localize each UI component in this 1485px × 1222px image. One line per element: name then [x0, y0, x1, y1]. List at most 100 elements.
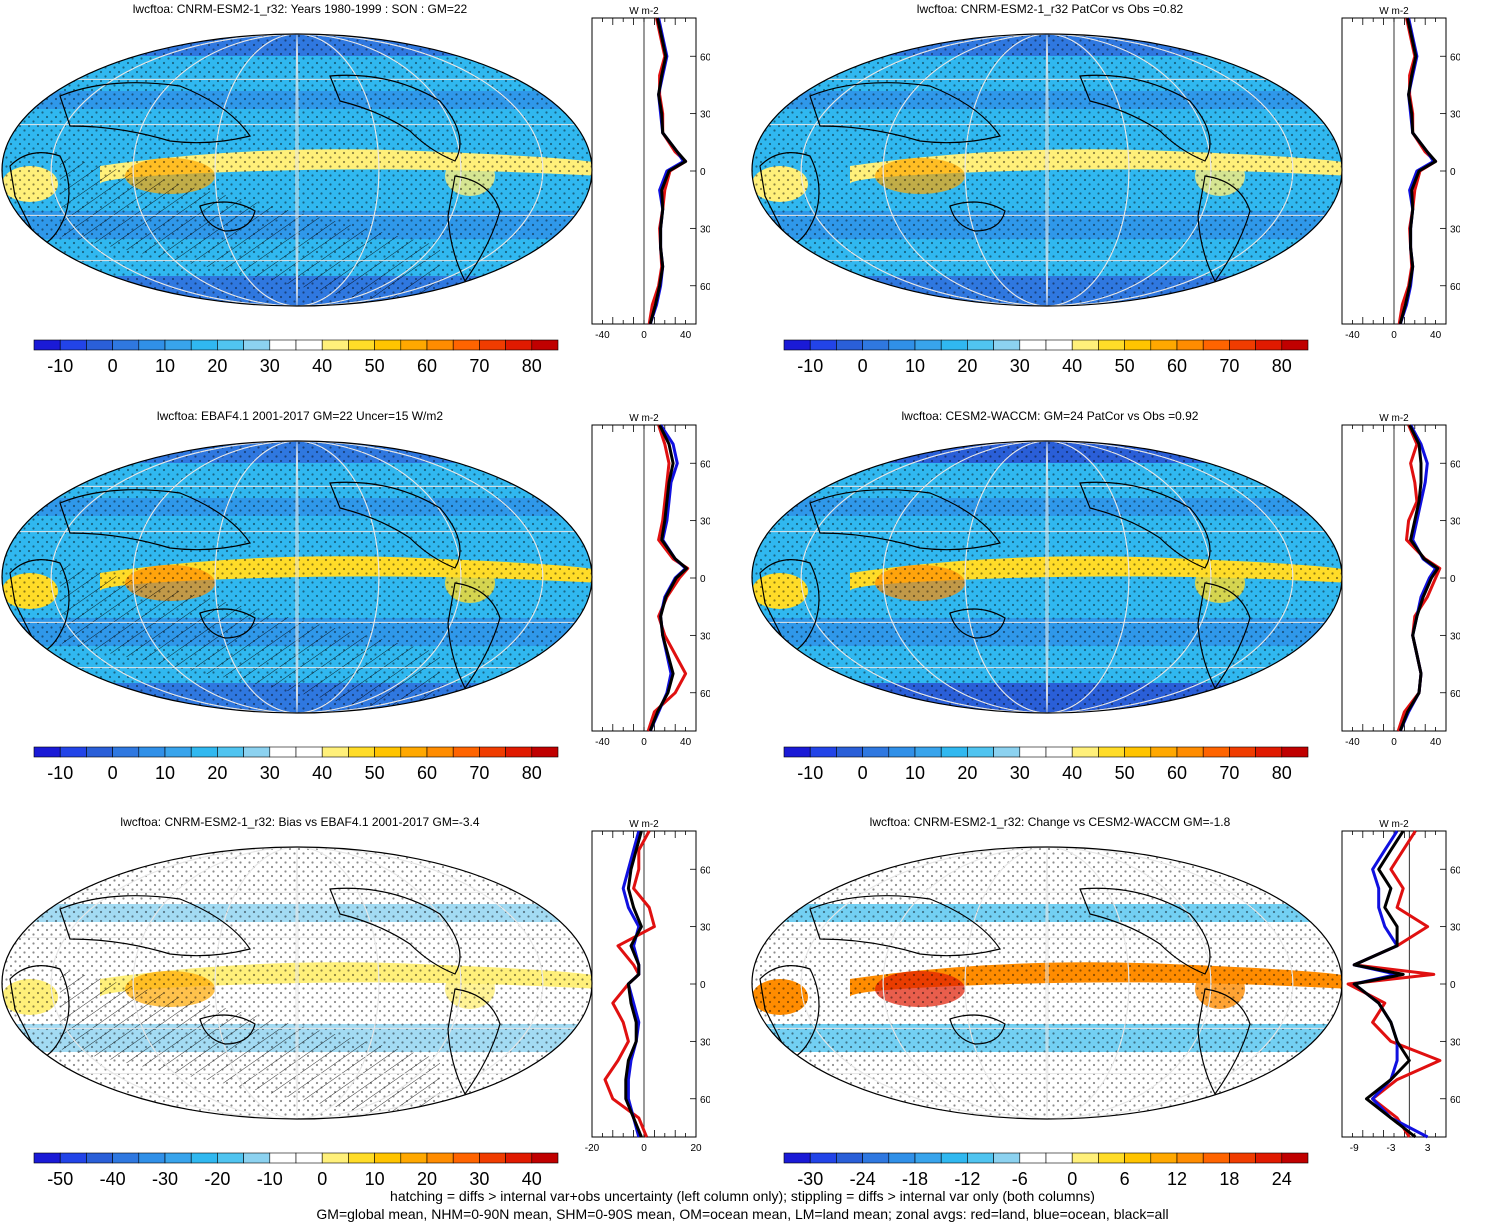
zonal-lat-label: 0: [700, 574, 706, 585]
colorbar-label: 40: [312, 356, 332, 376]
map-graticule: [752, 847, 1342, 1119]
zonal-lat-label: 30S: [1450, 1037, 1460, 1048]
colorbar-label: -10: [257, 1169, 283, 1189]
colorbar-swatch: [1045, 339, 1073, 351]
colorbar-swatch: [400, 1152, 428, 1164]
colorbar-label: 80: [522, 356, 542, 376]
colorbar-label: 40: [522, 1169, 542, 1189]
colorbar-swatch: [243, 746, 271, 758]
colorbar-swatch: [940, 339, 968, 351]
colorbar-label: 50: [1115, 763, 1135, 783]
colorbar-swatch: [967, 1152, 994, 1164]
zonal-lat-label: 60S: [1450, 689, 1460, 700]
colorbar-swatch: [783, 1152, 811, 1164]
colorbar-label: 40: [1062, 763, 1082, 783]
colorbar-swatch: [479, 1152, 506, 1164]
map-graticule: [2, 441, 592, 713]
colorbar-label: -50: [47, 1169, 73, 1189]
colorbar-swatch: [295, 339, 323, 351]
colorbar-label: 30: [469, 1169, 489, 1189]
map-hatching: [60, 969, 440, 1119]
colorbar-swatch: [112, 1152, 140, 1164]
colorbar-swatch: [164, 339, 192, 351]
colorbar-swatch: [783, 339, 811, 351]
colorbar-swatch: [505, 339, 533, 351]
map-field: [2, 34, 592, 306]
colorbar-swatch: [1071, 339, 1099, 351]
colorbar-label: 0: [858, 356, 868, 376]
colorbar-label: 6: [1120, 1169, 1130, 1189]
colorbar-label: -10: [47, 356, 73, 376]
colorbar-swatch: [217, 339, 244, 351]
map-title: lwcftoa: CNRM-ESM2-1_r32 PatCor vs Obs =…: [916, 2, 1184, 16]
colorbar-swatch: [348, 746, 375, 758]
colorbar-label: 0: [1067, 1169, 1077, 1189]
zonal-lat-label: 0: [1450, 574, 1456, 585]
colorbar-label: 20: [417, 1169, 437, 1189]
colorbar-swatch: [1176, 339, 1204, 351]
colorbar-swatch: [59, 339, 87, 351]
map-title: lwcftoa: CNRM-ESM2-1_r32: Change vs CESM…: [869, 815, 1231, 829]
colorbar-swatch: [914, 1152, 942, 1164]
colorbar-label: -6: [1012, 1169, 1028, 1189]
map-graticule: [752, 441, 1342, 713]
map-title: lwcftoa: CNRM-ESM2-1_r32: Years 1980-199…: [132, 2, 468, 16]
colorbar-swatch: [164, 746, 192, 758]
colorbar-swatch: [1150, 339, 1178, 351]
colorbar-swatch: [295, 746, 323, 758]
colorbar-swatch: [452, 746, 480, 758]
colorbar-label: -12: [954, 1169, 980, 1189]
map-coastlines: [759, 74, 1251, 283]
colorbar-swatch: [1045, 746, 1073, 758]
colorbar-swatch: [374, 746, 402, 758]
zonal-lat-label: 60N: [700, 459, 710, 470]
zonal-lat-label: 60S: [1450, 1095, 1460, 1106]
colorbar-swatch: [783, 746, 811, 758]
zonal-line-all: [1398, 17, 1438, 325]
zonal-mean-plot: W m-2 -40 0 40 60N 30N 0 30S 60S: [1341, 413, 1460, 748]
colorbar: -100102030405060708090: [33, 339, 559, 376]
colorbar-label: 24: [1272, 1169, 1292, 1189]
colorbar-swatch: [1124, 746, 1152, 758]
zonal-unit-label: W m-2: [629, 6, 659, 17]
colorbar-label: 50: [1115, 356, 1135, 376]
zonal-x-tick-label: 40: [680, 330, 692, 341]
colorbar-label: 50: [365, 356, 385, 376]
zonal-x-tick-label: -20: [585, 1143, 600, 1154]
colorbar-swatch: [505, 1152, 533, 1164]
zonal-unit-label: W m-2: [1379, 819, 1409, 830]
colorbar-label: 12: [1167, 1169, 1187, 1189]
colorbar-swatch: [1176, 746, 1204, 758]
zonal-mean-plot: W m-2 -40 0 40 60N 30N 0 30S 60S: [591, 6, 710, 341]
colorbar-swatch: [243, 339, 271, 351]
colorbar-swatch: [1124, 1152, 1152, 1164]
zonal-line-land: [1346, 830, 1442, 1138]
colorbar-swatch: [479, 339, 506, 351]
map-plot: [1, 440, 593, 714]
colorbar-swatch: [1150, 1152, 1178, 1164]
zonal-mean-plot: W m-2 -40 0 40 60N 30N 0 30S 60S: [591, 413, 710, 748]
zonal-mean-plot: W m-2 -20 0 20 60N 30N 0 30S 60S: [585, 819, 710, 1154]
map-stippling: [752, 441, 1342, 713]
colorbar-swatch: [295, 1152, 323, 1164]
zonal-x-tick-label: -40: [1345, 330, 1360, 341]
zonal-line-ocean: [1352, 830, 1429, 1139]
footer-line-2: GM=global mean, NHM=0-90N mean, SHM=0-90…: [316, 1206, 1169, 1222]
colorbar-swatch: [86, 1152, 113, 1164]
colorbar-swatch: [836, 339, 863, 351]
map-title: lwcftoa: EBAF4.1 2001-2017 GM=22 Uncer=1…: [156, 409, 444, 423]
colorbar-label: 50: [365, 763, 385, 783]
colorbar-swatch: [993, 339, 1021, 351]
zonal-lat-label: 60S: [700, 689, 710, 700]
zonal-x-tick-label: 20: [690, 1143, 702, 1154]
colorbar-swatch: [112, 339, 140, 351]
zonal-x-tick-label: -40: [1345, 737, 1360, 748]
colorbar-swatch: [1019, 746, 1047, 758]
colorbar-swatch: [59, 746, 87, 758]
map-field: [2, 847, 592, 1119]
colorbar-label: 10: [905, 763, 925, 783]
colorbar-swatch: [217, 1152, 244, 1164]
colorbar-swatch: [862, 746, 890, 758]
colorbar-label: 60: [1167, 356, 1187, 376]
zonal-lat-label: 0: [1450, 167, 1456, 178]
